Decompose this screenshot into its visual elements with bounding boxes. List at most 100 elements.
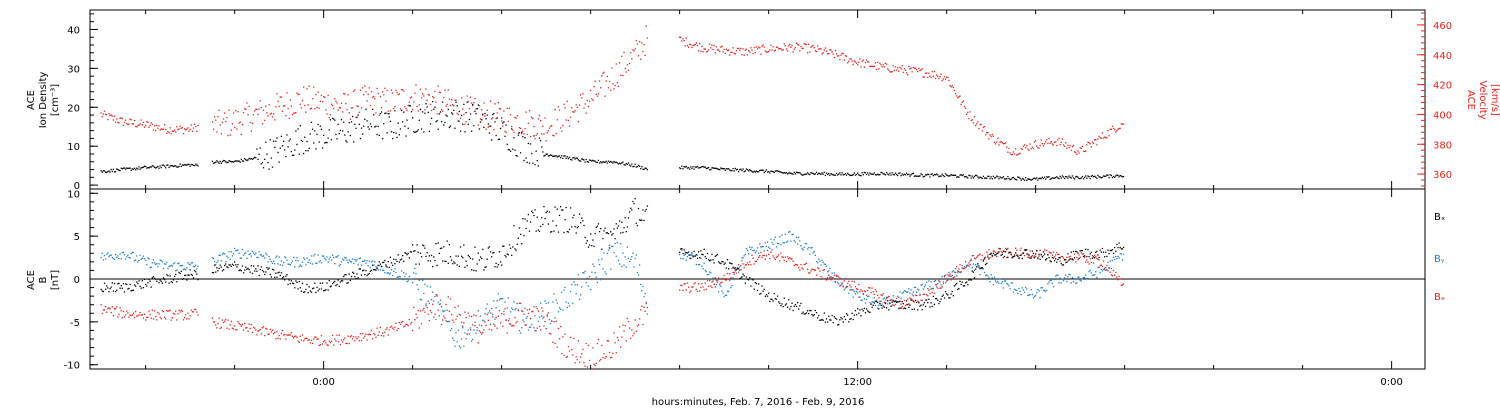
velocity-point xyxy=(181,126,184,129)
bz-point xyxy=(580,356,582,358)
bx-point xyxy=(887,300,889,302)
bz-point xyxy=(740,269,742,271)
bx-point xyxy=(537,229,540,231)
density-point xyxy=(400,109,403,111)
bz-point xyxy=(462,325,464,327)
velocity-point xyxy=(511,125,513,128)
bz-point xyxy=(1010,252,1012,254)
by-point xyxy=(779,236,781,238)
bx-point xyxy=(1057,258,1059,261)
bx-point xyxy=(715,254,718,257)
bx-point xyxy=(149,280,151,282)
bz-point xyxy=(959,264,961,266)
velocity-point xyxy=(351,107,354,109)
bx-point xyxy=(850,317,852,320)
bz-point xyxy=(336,334,338,336)
velocity-point xyxy=(847,62,849,64)
velocity-point xyxy=(752,52,754,55)
bx-point xyxy=(1119,246,1121,249)
bx-point xyxy=(536,216,538,218)
density-point xyxy=(437,128,439,130)
bz-point xyxy=(527,312,530,315)
density-point xyxy=(998,178,1000,180)
bz-point xyxy=(573,337,575,340)
bx-point xyxy=(512,246,514,248)
velocity-point xyxy=(425,88,427,90)
density-point xyxy=(311,128,314,130)
density-point xyxy=(1062,176,1065,178)
density-point xyxy=(901,173,903,175)
bx-point xyxy=(1100,251,1102,253)
by-point xyxy=(814,254,817,256)
density-point xyxy=(1081,175,1084,178)
velocity-point xyxy=(300,107,303,109)
bx-point xyxy=(413,250,415,253)
bz-point xyxy=(222,321,225,324)
velocity-point xyxy=(862,59,864,61)
bz-point xyxy=(751,254,753,256)
density-point xyxy=(871,173,873,175)
bz-point xyxy=(1099,265,1101,267)
velocity-point xyxy=(316,106,318,109)
by-point xyxy=(222,252,225,254)
by-point xyxy=(764,242,766,244)
bx-point xyxy=(237,263,239,266)
bx-point xyxy=(171,281,174,284)
bz-point xyxy=(859,290,861,293)
density-point xyxy=(522,136,524,138)
bz-point xyxy=(865,294,868,297)
by-point xyxy=(614,242,616,245)
bz-point xyxy=(613,332,615,334)
bz-point xyxy=(612,352,614,355)
by-point xyxy=(961,264,963,267)
density-point xyxy=(837,174,839,176)
bz-point xyxy=(581,353,583,355)
by-point xyxy=(1099,272,1101,274)
density-point xyxy=(1065,176,1067,178)
bottom-left-tick-label: -10 xyxy=(64,361,80,372)
density-point xyxy=(1033,177,1036,179)
bx-point xyxy=(1104,256,1106,258)
bx-point xyxy=(417,251,419,253)
by-point xyxy=(799,240,801,242)
bz-point xyxy=(374,334,376,336)
bz-point xyxy=(724,279,726,281)
velocity-point xyxy=(399,108,402,110)
bx-point xyxy=(509,247,512,249)
density-point xyxy=(1085,175,1087,177)
bz-point xyxy=(932,288,934,290)
by-point xyxy=(897,295,899,297)
bz-point xyxy=(357,336,359,338)
density-point xyxy=(146,167,148,169)
by-point xyxy=(851,289,853,291)
velocity-point xyxy=(1032,147,1035,150)
velocity-point xyxy=(565,119,567,121)
density-point xyxy=(185,164,187,166)
bx-point xyxy=(616,227,619,229)
density-point xyxy=(114,171,117,173)
density-point xyxy=(237,160,239,162)
bz-point xyxy=(111,306,113,308)
bx-point xyxy=(429,260,432,262)
velocity-point xyxy=(413,101,415,103)
density-point xyxy=(602,161,604,163)
velocity-point xyxy=(773,50,775,52)
bz-point xyxy=(276,330,278,333)
density-point xyxy=(950,174,952,176)
velocity-point xyxy=(917,70,919,73)
bx-point xyxy=(755,282,758,285)
bx-point xyxy=(1076,251,1078,253)
top-left-tick-label: 20 xyxy=(67,103,80,114)
by-point xyxy=(350,261,353,263)
by-point xyxy=(499,298,502,300)
bx-point xyxy=(907,303,909,306)
bx-point xyxy=(465,260,467,262)
velocity-point xyxy=(763,46,765,48)
by-point xyxy=(680,257,682,260)
velocity-point xyxy=(548,127,551,129)
velocity-point xyxy=(715,46,718,48)
density-point xyxy=(361,133,364,135)
density-point xyxy=(1104,175,1106,177)
bz-point xyxy=(592,347,594,349)
velocity-point xyxy=(513,131,515,133)
